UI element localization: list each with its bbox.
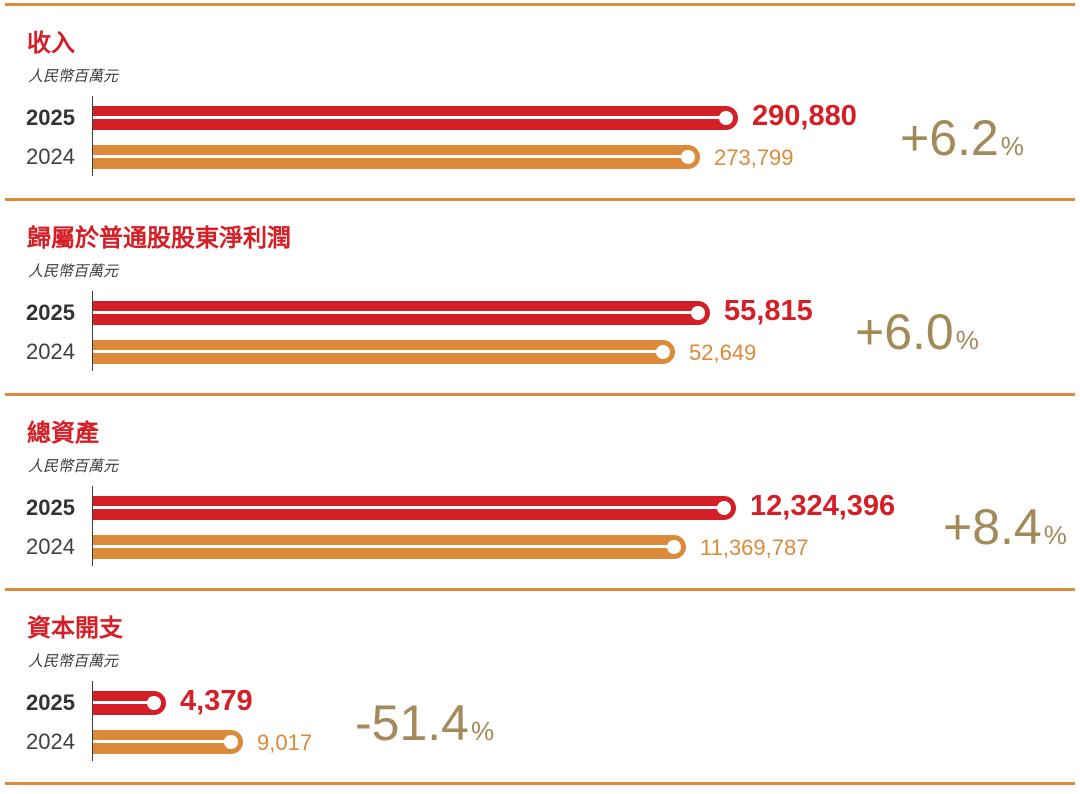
change-indicator: -51.4% (355, 694, 494, 752)
change-sign: + (855, 304, 885, 360)
y-axis-line (92, 291, 93, 371)
year-label: 2024 (26, 729, 75, 754)
bar-stripe (93, 545, 674, 548)
change-indicator: +6.0% (855, 303, 979, 361)
y-axis-line (92, 96, 93, 176)
y-axis-line (92, 486, 93, 566)
percent-symbol: % (470, 716, 495, 746)
bar-end-dot (224, 735, 238, 749)
bar-end-dot (717, 501, 731, 515)
bar-end-dot (656, 345, 670, 359)
divider-line (5, 3, 1075, 6)
year-label: 2025 (26, 690, 75, 715)
bar-2024 (93, 730, 243, 754)
chart-title: 總資產 (27, 419, 99, 447)
unit-label: 人民幣百萬元 (28, 457, 119, 475)
unit-label: 人民幣百萬元 (28, 262, 119, 280)
percent-symbol: % (1000, 131, 1024, 161)
unit-label: 人民幣百萬元 (28, 652, 119, 670)
divider-line (5, 588, 1075, 591)
percent-symbol: % (955, 325, 979, 355)
change-sign: - (355, 695, 372, 751)
year-label: 2024 (26, 144, 75, 169)
bar-end-dot (719, 111, 733, 125)
bar-2024 (93, 145, 700, 169)
data-label: 12,324,396 (750, 490, 896, 522)
change-value: 8.4 (972, 499, 1042, 555)
change-value: 6.0 (884, 304, 954, 360)
bar-2025 (93, 496, 736, 520)
bar-end-dot (681, 150, 695, 164)
bar-2025 (93, 691, 166, 715)
kpi-panel: 資本開支人民幣百萬元 2025 4,379 2024 9,017 -51.4% (0, 588, 1080, 783)
data-label: 4,379 (180, 685, 253, 717)
year-label: 2024 (26, 534, 75, 559)
kpi-panel: 收入人民幣百萬元 2025 290,880 2024 273,799 +6.2% (0, 3, 1080, 198)
change-sign: + (900, 110, 930, 166)
bar-stripe (93, 506, 724, 509)
unit-label: 人民幣百萬元 (28, 67, 119, 85)
data-label: 273,799 (714, 145, 794, 170)
bar-2025 (93, 106, 738, 130)
y-axis-line (92, 681, 93, 761)
year-label: 2025 (26, 495, 75, 520)
bar-2024 (93, 340, 675, 364)
bar-stripe (93, 701, 154, 704)
year-label: 2024 (26, 339, 75, 364)
divider-line (5, 198, 1075, 201)
year-label: 2025 (26, 105, 75, 130)
change-value: 51.4 (371, 695, 469, 751)
data-label: 11,369,787 (700, 535, 809, 560)
change-sign: + (943, 499, 973, 555)
chart-title: 資本開支 (27, 614, 123, 642)
data-label: 55,815 (724, 295, 813, 327)
chart-title: 收入 (27, 29, 75, 57)
bar-stripe (93, 116, 726, 119)
change-value: 6.2 (929, 110, 999, 166)
change-indicator: +8.4% (943, 498, 1067, 556)
data-label: 290,880 (752, 100, 857, 132)
bar-2025 (93, 301, 710, 325)
bar-stripe (93, 155, 688, 158)
bar-2024 (93, 535, 686, 559)
data-label: 9,017 (257, 730, 313, 755)
bar-end-dot (691, 306, 705, 320)
percent-symbol: % (1043, 520, 1067, 550)
change-indicator: +6.2% (900, 109, 1024, 167)
kpi-panel: 歸屬於普通股股東淨利潤人民幣百萬元 2025 55,815 2024 52,649 +6.… (0, 198, 1080, 393)
divider-line (5, 782, 1075, 785)
data-label: 52,649 (689, 340, 757, 365)
bar-stripe (93, 311, 698, 314)
year-label: 2025 (26, 300, 75, 325)
divider-line (5, 393, 1075, 396)
kpi-panel: 總資產人民幣百萬元 2025 12,324,396 2024 11,369,787 +8.… (0, 393, 1080, 588)
bar-end-dot (667, 540, 681, 554)
bar-stripe (93, 740, 231, 743)
bar-stripe (93, 350, 663, 353)
chart-title: 歸屬於普通股股東淨利潤 (27, 224, 291, 252)
bar-end-dot (147, 696, 161, 710)
